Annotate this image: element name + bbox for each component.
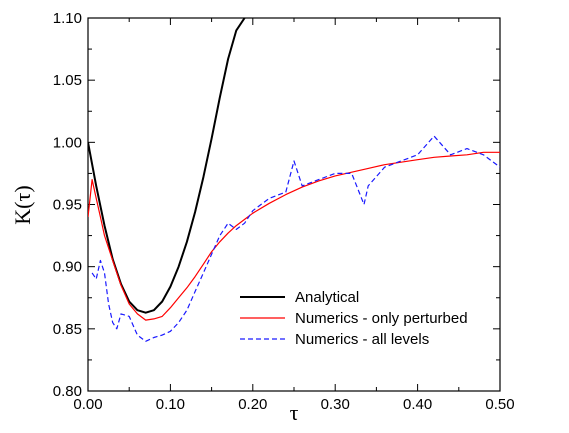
series-analytical bbox=[88, 18, 246, 314]
y-tick-label: 0.95 bbox=[53, 197, 82, 214]
y-tick-label: 0.80 bbox=[53, 383, 82, 400]
x-tick-label: 0.30 bbox=[321, 396, 350, 413]
y-axis-label: K(τ) bbox=[10, 185, 35, 224]
x-axis-label: τ bbox=[290, 400, 299, 425]
series-all-levels bbox=[91, 135, 500, 342]
y-tick-label: 1.10 bbox=[53, 10, 82, 27]
x-tick-label: 0.10 bbox=[156, 396, 185, 413]
legend: Analytical Numerics - only perturbed Num… bbox=[240, 289, 468, 348]
y-tick-label: 1.00 bbox=[53, 134, 82, 151]
y-tick-label: 0.90 bbox=[53, 259, 82, 276]
x-tick-label: 0.20 bbox=[238, 396, 267, 413]
x-tick-label: 0.50 bbox=[485, 396, 514, 413]
axis-ticks: 0.00 0.10 0.20 0.30 0.40 0.50 0.80 0.85 0.90 0.95… bbox=[53, 10, 515, 413]
series-only-perturbed bbox=[88, 151, 500, 321]
x-tick-label: 0.40 bbox=[403, 396, 432, 413]
y-tick-label: 1.05 bbox=[53, 72, 82, 89]
series-layer bbox=[88, 18, 500, 342]
x-tick-label: 0.00 bbox=[73, 396, 102, 413]
legend-label-analytical: Analytical bbox=[295, 289, 359, 306]
legend-label-only-perturbed: Numerics - only perturbed bbox=[295, 310, 468, 327]
plot-frame bbox=[87, 17, 501, 392]
y-tick-label: 0.85 bbox=[53, 321, 82, 338]
legend-label-all-levels: Numerics - all levels bbox=[295, 331, 429, 348]
